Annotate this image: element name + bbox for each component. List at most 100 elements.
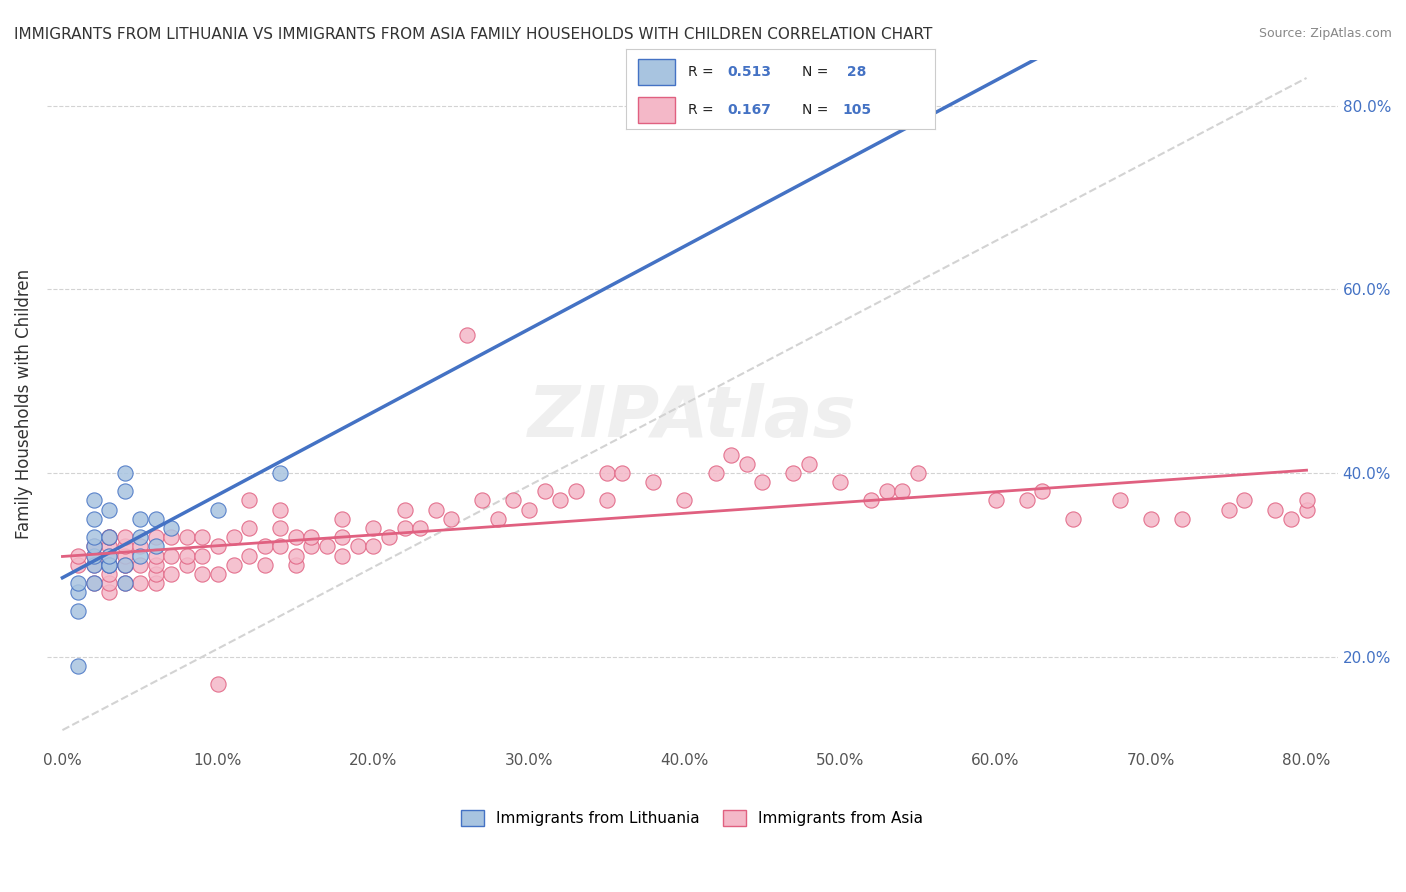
Point [502, 493, 524, 508]
Text: IMMIGRANTS FROM LITHUANIA VS IMMIGRANTS FROM ASIA FAMILY HOUSEHOLDS WITH CHILDRE: IMMIGRANTS FROM LITHUANIA VS IMMIGRANTS … [14, 27, 932, 42]
Point [114, 576, 136, 591]
Point [797, 457, 820, 471]
Point [284, 558, 307, 572]
Point [907, 466, 929, 480]
Point [83, 549, 105, 563]
Point [160, 521, 183, 535]
Point [253, 558, 276, 572]
Point [378, 530, 401, 544]
Point [98, 558, 121, 572]
Point [191, 549, 214, 563]
Point [269, 502, 291, 516]
Point [1279, 512, 1302, 526]
Point [284, 549, 307, 563]
Point [284, 530, 307, 544]
Point [160, 549, 183, 563]
Point [222, 530, 245, 544]
Point [315, 540, 337, 554]
Text: 28: 28 [842, 65, 866, 79]
Point [129, 512, 152, 526]
Point [83, 576, 105, 591]
Point [643, 475, 665, 489]
Point [114, 466, 136, 480]
Point [66, 658, 89, 673]
Point [191, 566, 214, 581]
Point [860, 493, 883, 508]
Point [612, 466, 634, 480]
Point [269, 540, 291, 554]
Point [66, 604, 89, 618]
Point [440, 512, 463, 526]
Point [456, 328, 478, 343]
Point [145, 576, 167, 591]
Point [98, 576, 121, 591]
Legend: Immigrants from Lithuania, Immigrants from Asia: Immigrants from Lithuania, Immigrants fr… [456, 805, 929, 832]
Point [114, 558, 136, 572]
Point [98, 549, 121, 563]
Point [83, 540, 105, 554]
Point [425, 502, 447, 516]
Point [704, 466, 727, 480]
Point [145, 558, 167, 572]
Point [394, 521, 416, 535]
Point [517, 502, 540, 516]
Point [83, 576, 105, 591]
Point [145, 566, 167, 581]
Point [299, 540, 322, 554]
Point [129, 540, 152, 554]
Point [673, 493, 696, 508]
Text: R =: R = [688, 65, 717, 79]
Point [720, 448, 742, 462]
Point [1015, 493, 1038, 508]
FancyBboxPatch shape [638, 97, 675, 123]
Point [129, 558, 152, 572]
Point [782, 466, 804, 480]
Point [114, 558, 136, 572]
Text: 105: 105 [842, 103, 872, 117]
Point [98, 530, 121, 544]
Point [828, 475, 851, 489]
Point [363, 521, 385, 535]
Point [486, 512, 509, 526]
Point [269, 466, 291, 480]
Point [83, 558, 105, 572]
Point [347, 540, 370, 554]
Point [160, 566, 183, 581]
Point [1140, 512, 1163, 526]
Point [363, 540, 385, 554]
Point [984, 493, 1007, 508]
Point [176, 549, 198, 563]
Point [207, 502, 229, 516]
Point [98, 549, 121, 563]
Point [83, 540, 105, 554]
Point [83, 549, 105, 563]
Point [83, 530, 105, 544]
Point [238, 521, 260, 535]
Point [238, 493, 260, 508]
Point [253, 540, 276, 554]
Point [66, 549, 89, 563]
Point [1171, 512, 1194, 526]
Point [1233, 493, 1256, 508]
Point [114, 530, 136, 544]
Point [145, 512, 167, 526]
Point [735, 457, 758, 471]
Point [66, 585, 89, 599]
Point [176, 558, 198, 572]
Point [160, 530, 183, 544]
Point [394, 502, 416, 516]
Point [876, 484, 898, 499]
Point [1109, 493, 1132, 508]
Point [98, 530, 121, 544]
Point [891, 484, 914, 499]
Point [66, 558, 89, 572]
Point [145, 530, 167, 544]
FancyBboxPatch shape [638, 60, 675, 86]
Point [98, 585, 121, 599]
Point [66, 576, 89, 591]
Point [1062, 512, 1084, 526]
Point [751, 475, 773, 489]
Point [1031, 484, 1053, 499]
Point [114, 549, 136, 563]
Point [332, 512, 354, 526]
